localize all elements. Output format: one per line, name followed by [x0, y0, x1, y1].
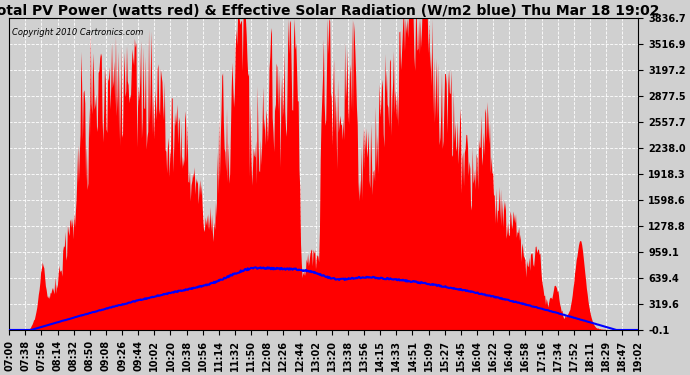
Title: Total PV Power (watts red) & Effective Solar Radiation (W/m2 blue) Thu Mar 18 19: Total PV Power (watts red) & Effective S… [0, 4, 659, 18]
Text: Copyright 2010 Cartronics.com: Copyright 2010 Cartronics.com [12, 27, 144, 36]
